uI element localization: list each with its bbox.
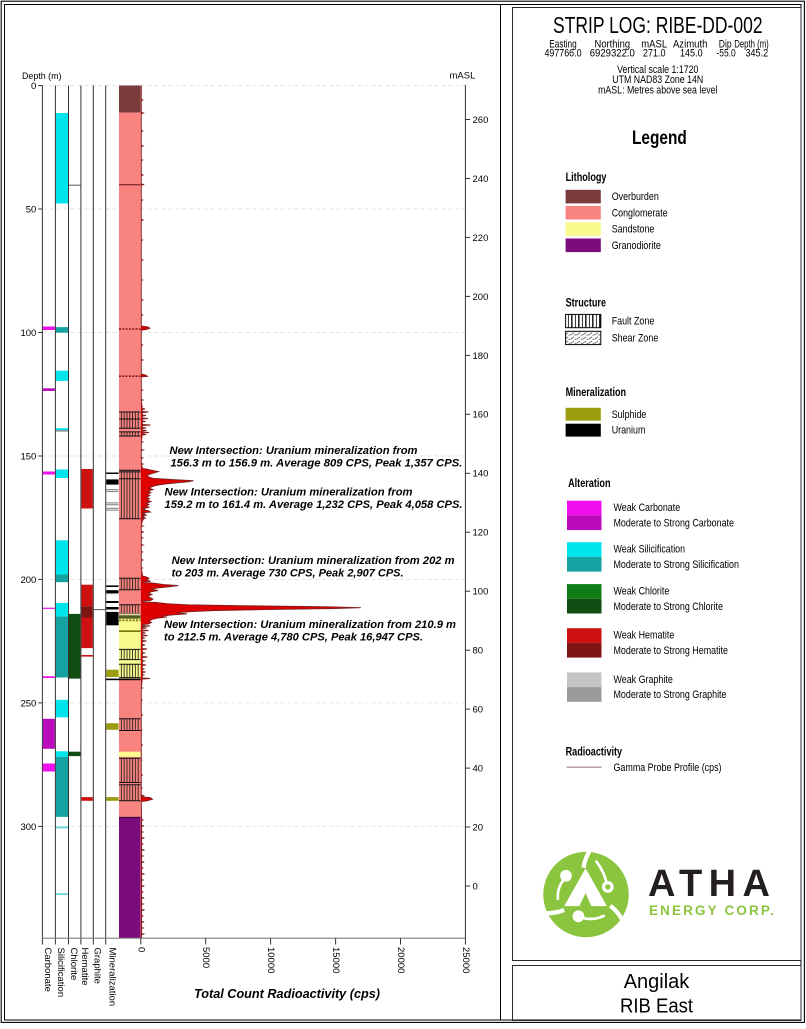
svg-text:Azimuth: Azimuth [673, 39, 708, 51]
svg-text:Angilak: Angilak [624, 971, 691, 993]
svg-text:150: 150 [20, 451, 36, 462]
svg-text:Total Count Radioactivity (cps: Total Count Radioactivity (cps) [194, 987, 380, 1001]
svg-text:New Intersection: Uranium mine: New Intersection: Uranium mineralization… [164, 619, 456, 631]
svg-text:to 203 m. Average 730 CPS, Pea: to 203 m. Average 730 CPS, Peak 2,907 CP… [172, 567, 404, 579]
svg-text:25000: 25000 [460, 947, 471, 973]
svg-text:250: 250 [20, 698, 36, 709]
svg-text:497766.0: 497766.0 [544, 47, 581, 59]
svg-text:Weak Carbonate: Weak Carbonate [614, 502, 681, 514]
svg-text:145.0: 145.0 [680, 47, 703, 59]
svg-text:Depth (m): Depth (m) [22, 71, 62, 82]
svg-text:Structure: Structure [566, 298, 606, 310]
svg-text:Mineralization: Mineralization [106, 948, 117, 1007]
svg-text:-55.0: -55.0 [716, 47, 735, 59]
svg-text:140: 140 [473, 469, 489, 480]
svg-text:180: 180 [473, 351, 489, 362]
svg-text:159.2 m to 161.4 m. Average 1,: 159.2 m to 161.4 m. Average 1,232 CPS, P… [165, 499, 463, 511]
svg-text:Gamma Probe Profile (cps): Gamma Probe Profile (cps) [614, 762, 722, 774]
svg-text:Chlorite: Chlorite [68, 948, 79, 981]
svg-text:20000: 20000 [395, 947, 406, 973]
svg-text:Northing: Northing [595, 39, 631, 51]
svg-text:Moderate to Strong Carbonate: Moderate to Strong Carbonate [614, 518, 735, 530]
svg-text:20: 20 [473, 822, 484, 833]
svg-text:100: 100 [20, 328, 36, 339]
svg-text:220: 220 [473, 233, 489, 244]
svg-text:120: 120 [473, 528, 489, 539]
svg-text:to 212.5 m. Average 4,780 CPS,: to 212.5 m. Average 4,780 CPS, Peak 16,9… [164, 632, 423, 644]
svg-text:Carbonate: Carbonate [42, 948, 53, 992]
svg-text:240: 240 [473, 174, 489, 185]
svg-text:mASL: mASL [450, 71, 476, 82]
svg-text:Moderate to Strong Silicificat: Moderate to Strong Silicification [614, 559, 739, 571]
svg-text:15000: 15000 [330, 947, 341, 973]
svg-text:160: 160 [473, 410, 489, 421]
svg-text:Moderate to Strong Hematite: Moderate to Strong Hematite [614, 645, 729, 657]
svg-text:271.0: 271.0 [643, 47, 666, 59]
svg-text:40: 40 [473, 764, 484, 775]
svg-text:6929322.0: 6929322.0 [590, 47, 635, 59]
svg-text:Radioactivity: Radioactivity [566, 746, 623, 758]
svg-text:5000: 5000 [200, 947, 211, 968]
svg-text:Moderate to Strong Graphite: Moderate to Strong Graphite [614, 689, 727, 701]
svg-text:mASL: mASL [641, 39, 667, 51]
svg-text:Lithology: Lithology [566, 172, 607, 184]
svg-text:Alteration: Alteration [568, 478, 610, 490]
svg-text:Uranium: Uranium [612, 425, 646, 437]
svg-text:260: 260 [473, 115, 489, 126]
svg-text:Shear Zone: Shear Zone [612, 333, 659, 345]
svg-text:Mineralization: Mineralization [566, 387, 627, 399]
svg-text:345.2: 345.2 [746, 47, 769, 59]
svg-text:0: 0 [135, 947, 146, 952]
svg-text:Weak Hematite: Weak Hematite [614, 630, 675, 642]
svg-text:Graphite: Graphite [91, 948, 102, 984]
svg-text:Weak Graphite: Weak Graphite [614, 674, 673, 686]
svg-text:0: 0 [473, 881, 478, 892]
svg-text:300: 300 [20, 822, 36, 833]
svg-text:Dip: Dip [719, 39, 732, 51]
svg-text:80: 80 [473, 646, 484, 657]
svg-text:100: 100 [473, 587, 489, 598]
svg-text:Sulphide: Sulphide [612, 409, 647, 421]
svg-text:Overburden: Overburden [612, 191, 659, 203]
svg-text:60: 60 [473, 705, 484, 716]
svg-text:Easting: Easting [549, 39, 576, 51]
svg-text:Legend: Legend [632, 127, 687, 149]
svg-text:UTM NAD83 Zone 14N: UTM NAD83 Zone 14N [612, 74, 703, 86]
svg-text:Weak Chlorite: Weak Chlorite [614, 586, 670, 598]
svg-text:Fault Zone: Fault Zone [612, 316, 655, 328]
svg-text:New Intersection: Uranium mine: New Intersection: Uranium mineralization… [172, 555, 455, 567]
svg-text:156.3 m to 156.9 m. Average 80: 156.3 m to 156.9 m. Average 809 CPS, Pea… [170, 458, 462, 470]
svg-text:10000: 10000 [265, 947, 276, 973]
svg-text:Granodiorite: Granodiorite [612, 240, 661, 252]
svg-text:0: 0 [31, 81, 36, 92]
svg-text:Vertical scale 1:1720: Vertical scale 1:1720 [617, 64, 698, 76]
svg-text:200: 200 [473, 292, 489, 303]
svg-text:ENERGY CORP.: ENERGY CORP. [649, 903, 774, 918]
svg-text:STRIP LOG: RIBE-DD-002: STRIP LOG: RIBE-DD-002 [553, 12, 763, 38]
svg-text:Sandstone: Sandstone [612, 224, 655, 236]
svg-text:Weak Silicification: Weak Silicification [614, 544, 686, 556]
svg-text:mASL: Metres above sea level: mASL: Metres above sea level [598, 85, 717, 97]
svg-text:Depth (m): Depth (m) [734, 39, 769, 51]
svg-text:Silicification: Silicification [55, 948, 66, 998]
svg-text:200: 200 [20, 575, 36, 586]
svg-text:Moderate to Strong Chlorite: Moderate to Strong Chlorite [614, 601, 724, 613]
svg-text:Hematite: Hematite [79, 948, 90, 986]
svg-text:50: 50 [26, 204, 37, 215]
svg-text:RIB East: RIB East [620, 996, 693, 1018]
svg-text:New Intersection: Uranium mine: New Intersection: Uranium mineralization… [165, 487, 413, 499]
svg-text:Conglomerate: Conglomerate [612, 207, 668, 219]
svg-text:ATHA: ATHA [648, 863, 770, 905]
svg-text:New Intersection: Uranium mine: New Intersection: Uranium mineralization… [170, 445, 418, 457]
